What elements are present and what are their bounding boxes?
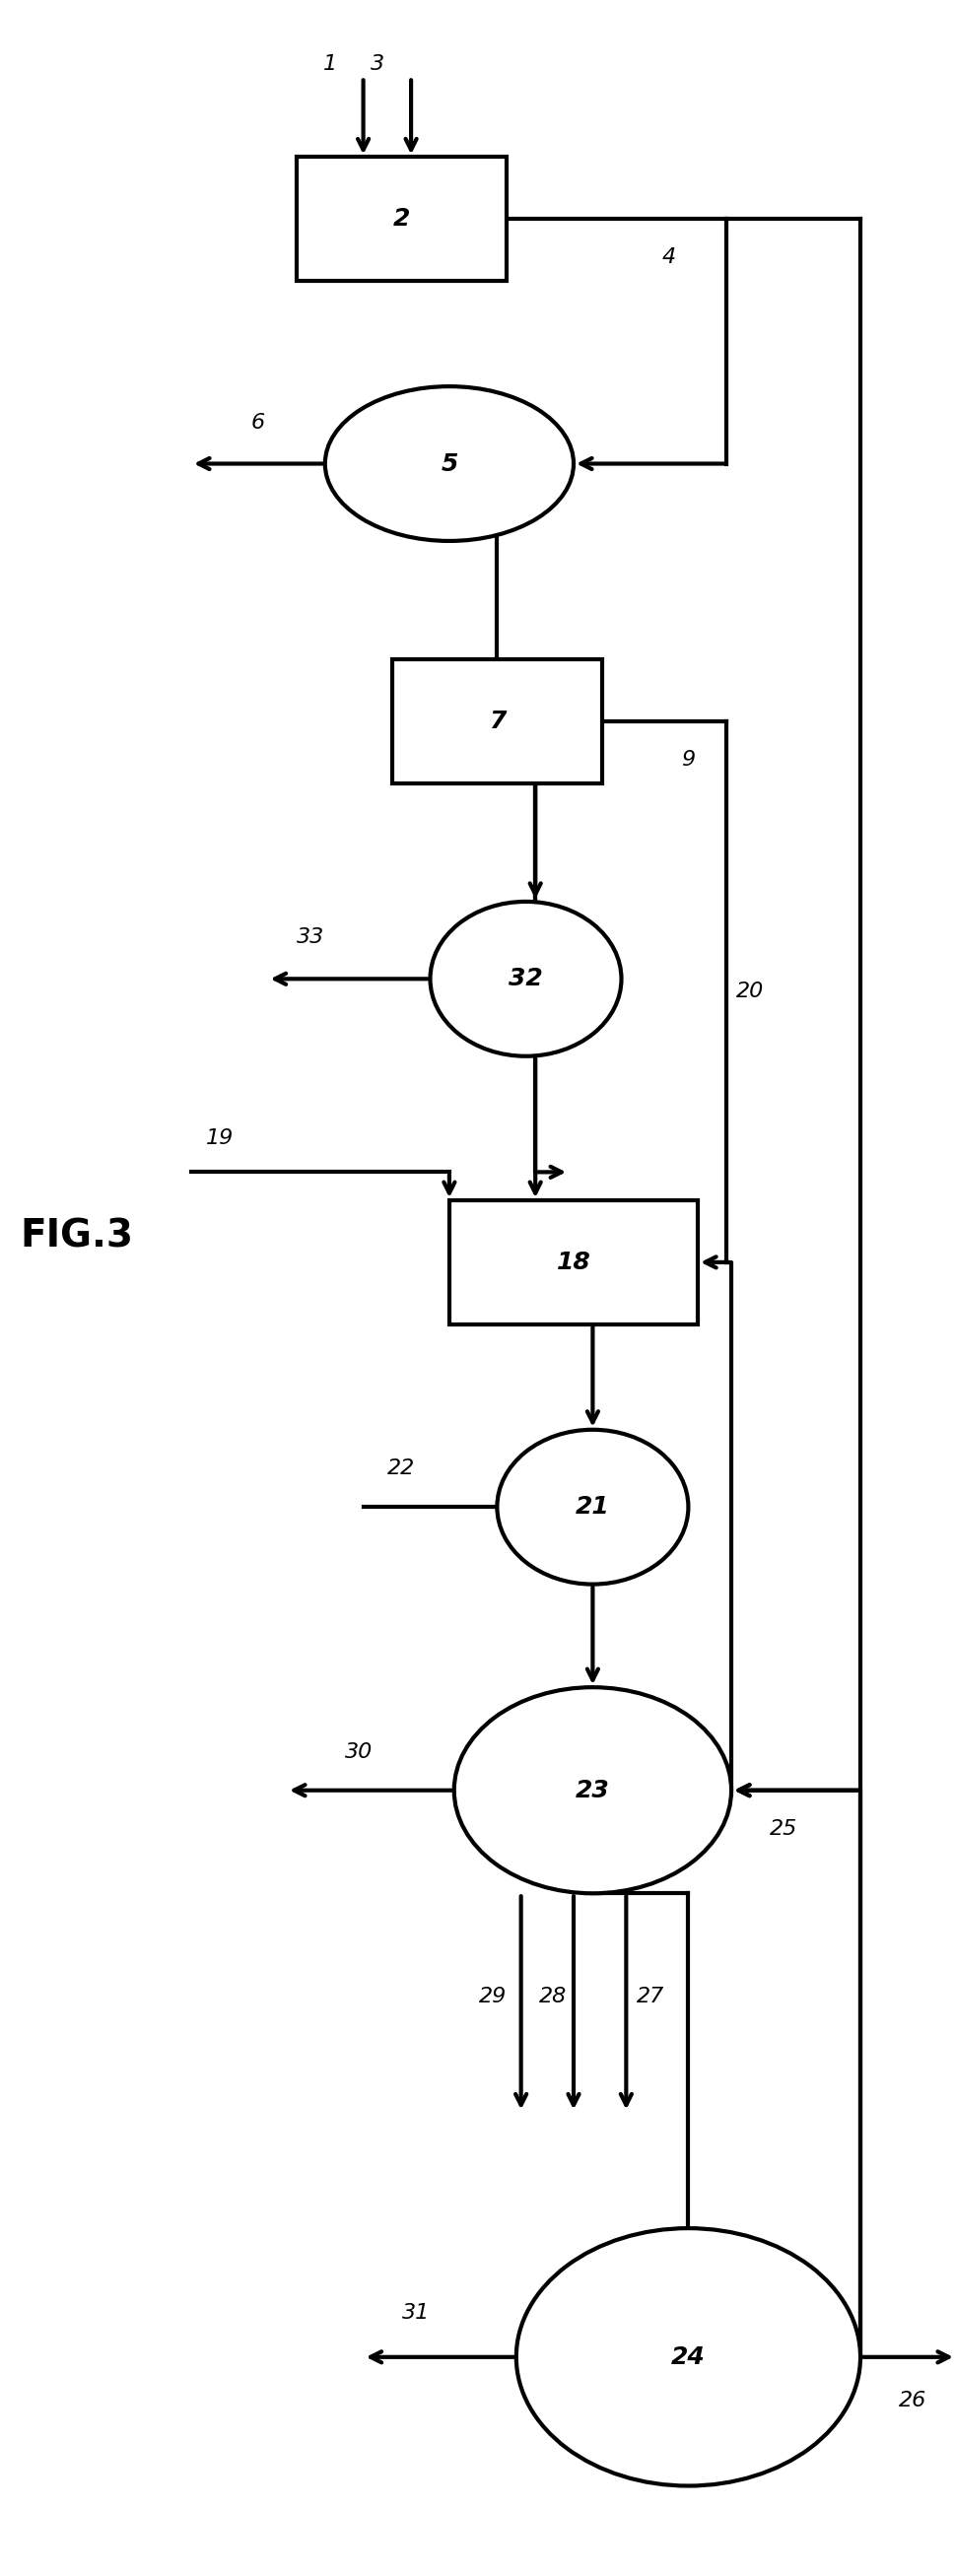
- FancyBboxPatch shape: [392, 659, 602, 783]
- Text: 3: 3: [371, 54, 384, 75]
- Text: 18: 18: [556, 1249, 590, 1275]
- Text: 32: 32: [508, 966, 542, 992]
- Text: 26: 26: [898, 2391, 926, 2411]
- Text: 1: 1: [323, 54, 336, 75]
- Text: 8: 8: [456, 492, 470, 513]
- Text: 28: 28: [538, 1986, 566, 2007]
- Text: 22: 22: [387, 1458, 415, 1479]
- Text: 25: 25: [769, 1819, 797, 1839]
- Text: 2: 2: [393, 206, 410, 232]
- Text: 19: 19: [205, 1128, 234, 1149]
- Text: 29: 29: [478, 1986, 506, 2007]
- FancyBboxPatch shape: [296, 157, 506, 281]
- Text: 21: 21: [575, 1494, 609, 1520]
- Text: 31: 31: [401, 2303, 430, 2324]
- Ellipse shape: [497, 1430, 688, 1584]
- Ellipse shape: [325, 386, 573, 541]
- Text: 7: 7: [488, 708, 505, 734]
- FancyBboxPatch shape: [449, 1200, 697, 1324]
- Text: 6: 6: [251, 412, 265, 433]
- Text: 24: 24: [670, 2344, 705, 2370]
- Text: 9: 9: [681, 750, 694, 770]
- Text: 30: 30: [344, 1741, 372, 1762]
- Text: 5: 5: [440, 451, 457, 477]
- Ellipse shape: [516, 2228, 859, 2486]
- Text: 27: 27: [635, 1986, 664, 2007]
- Text: 33: 33: [296, 927, 325, 948]
- Ellipse shape: [430, 902, 621, 1056]
- Text: 23: 23: [575, 1777, 609, 1803]
- Ellipse shape: [454, 1687, 731, 1893]
- Text: FIG.3: FIG.3: [20, 1218, 133, 1255]
- Text: 20: 20: [735, 981, 764, 1002]
- Text: 4: 4: [662, 247, 675, 268]
